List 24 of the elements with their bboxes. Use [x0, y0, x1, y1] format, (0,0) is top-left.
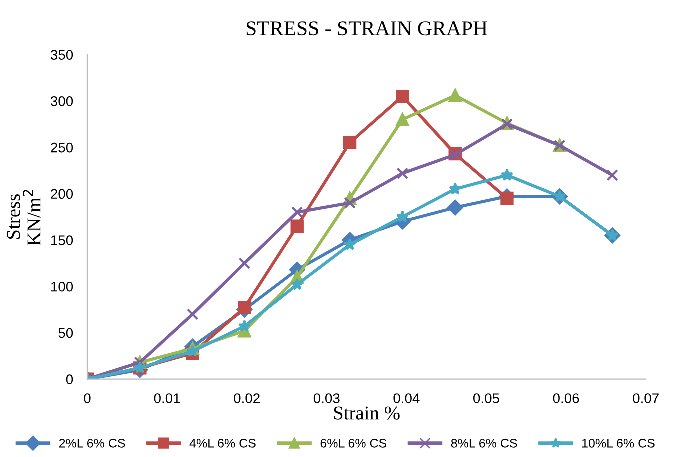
x-tick-label: 0.06 — [553, 394, 580, 404]
x-tick-label: 0 — [84, 394, 91, 404]
legend-label: 4%L 6% CS — [190, 439, 256, 448]
y-axis-title: Stress KN/m$^{2}$ — [7, 190, 41, 246]
y-tick-label: 0 — [66, 374, 74, 384]
y-tick-label: 250 — [51, 142, 74, 153]
legend-label: 2%L 6% CS — [59, 439, 126, 448]
x-tick-label: 0.01 — [154, 394, 180, 404]
y-tick-label: 100 — [51, 282, 74, 292]
y-tick-label: 300 — [50, 96, 74, 106]
y-tick-label: 50 — [58, 328, 74, 338]
legend-label: 6%L 6% CS — [320, 439, 387, 448]
y-tick-label: 350 — [50, 50, 74, 60]
x-axis-title: Strain % — [334, 406, 400, 420]
x-tick-label: 0.04 — [394, 394, 420, 404]
chart-title: STRESS - STRAIN GRAPH — [246, 22, 488, 36]
legend-label: 10%L 6% CS — [582, 439, 655, 448]
y-tick-label: 150 — [51, 236, 74, 246]
y-tick-label: 200 — [51, 189, 74, 200]
x-tick-label: 0.02 — [234, 394, 260, 404]
x-tick-label: 0.07 — [633, 394, 659, 404]
x-tick-label: 0.03 — [314, 394, 340, 404]
legend-label: 8%L 6% CS — [451, 439, 518, 448]
x-tick-label: 0.05 — [474, 394, 500, 404]
